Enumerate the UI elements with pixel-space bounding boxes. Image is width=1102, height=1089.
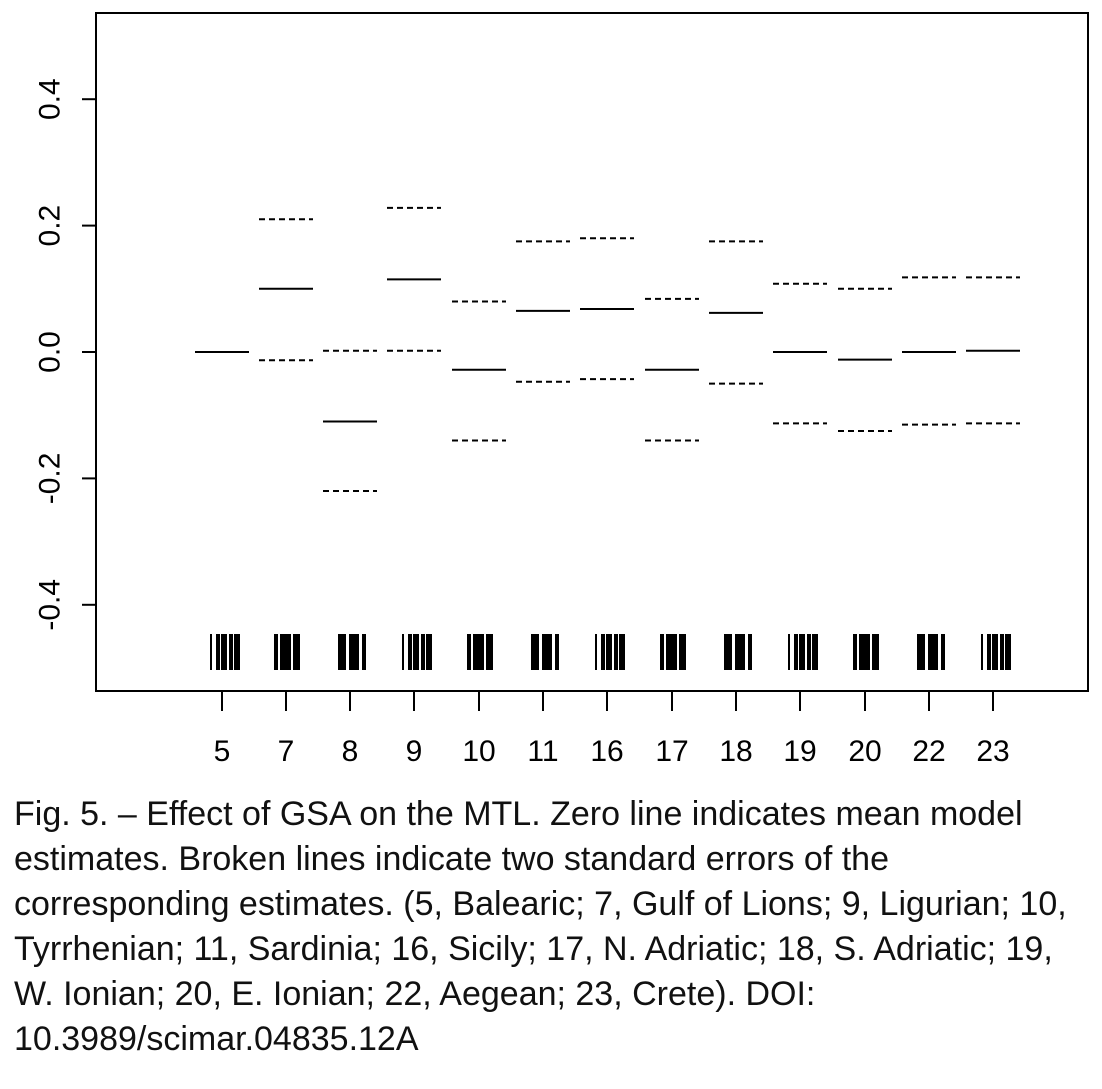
rug-tick — [679, 634, 685, 670]
rug-tick — [872, 634, 878, 670]
rug-tick — [812, 634, 818, 670]
rug-tick — [555, 634, 559, 670]
y-tick-label: -0.2 — [34, 453, 67, 505]
x-tick-label: 16 — [590, 735, 623, 768]
rug-tick — [987, 634, 991, 670]
rug-tick — [981, 634, 983, 670]
rug-tick — [491, 634, 493, 670]
rug-tick — [223, 634, 225, 670]
rug-tick — [344, 634, 346, 670]
x-tick-label: 7 — [278, 735, 295, 768]
rug-tick — [229, 634, 233, 670]
rug-tick — [480, 634, 484, 670]
rug-tick — [486, 634, 492, 670]
x-tick-label: 11 — [527, 735, 558, 768]
rug-tick — [402, 634, 404, 670]
rug-tick — [280, 634, 286, 670]
x-axis: 5 7 8 9 10 11 16 17 18 19 20 22 23 — [214, 691, 1010, 768]
rug-tick — [421, 634, 425, 670]
rug-tick — [210, 634, 212, 670]
rug-tick — [467, 634, 471, 670]
x-tick-label: 22 — [912, 735, 945, 768]
x-tick-label: 20 — [848, 735, 881, 768]
rug-tick — [274, 634, 278, 670]
rug-tick — [930, 634, 936, 670]
rug-tick — [285, 634, 287, 670]
rug-tick — [807, 634, 811, 670]
rug-tick — [936, 634, 938, 670]
rug-tick — [550, 634, 552, 670]
rug-tick — [362, 634, 366, 670]
rug-tick — [941, 634, 945, 670]
y-tick-label: -0.4 — [34, 579, 67, 631]
rug-tick — [801, 634, 803, 670]
x-tick-label: 10 — [462, 735, 495, 768]
rug-marks — [210, 634, 1011, 670]
rug-tick — [684, 634, 686, 670]
rug-tick — [216, 634, 220, 670]
rug-tick — [415, 634, 417, 670]
rug-tick — [917, 634, 923, 670]
rug-tick — [1005, 634, 1011, 670]
y-tick-label: 0.0 — [34, 331, 67, 373]
rug-tick — [544, 634, 550, 670]
rug-tick — [794, 634, 798, 670]
rug-tick — [877, 634, 879, 670]
rug-tick — [923, 634, 925, 670]
rug-tick — [473, 634, 479, 670]
rug-tick — [298, 634, 300, 670]
rug-tick — [859, 634, 865, 670]
rug-tick — [994, 634, 996, 670]
rug-tick — [601, 634, 605, 670]
rug-tick — [660, 634, 664, 670]
rug-tick — [351, 634, 357, 670]
rug-tick — [673, 634, 677, 670]
rug-tick — [595, 634, 597, 670]
x-tick-label: 5 — [214, 735, 231, 768]
rug-tick — [293, 634, 299, 670]
x-tick-label: 8 — [342, 735, 359, 768]
x-tick-label: 19 — [783, 735, 816, 768]
rug-tick — [619, 634, 625, 670]
rug-tick — [608, 634, 610, 670]
x-tick-label: 23 — [976, 735, 1009, 768]
y-tick-label: 0.2 — [34, 205, 67, 247]
rug-tick — [234, 634, 240, 670]
estimate-marks — [195, 206, 1020, 493]
rug-tick — [748, 634, 752, 670]
x-tick-label: 18 — [719, 735, 752, 768]
rug-tick — [737, 634, 743, 670]
rug-tick — [357, 634, 359, 670]
rug-tick — [788, 634, 790, 670]
rug-tick — [730, 634, 732, 670]
figure-caption: Fig. 5. – Effect of GSA on the MTL. Zero… — [14, 795, 1067, 1058]
rug-tick — [614, 634, 618, 670]
rug-tick — [671, 634, 673, 670]
rug-tick — [478, 634, 480, 670]
rug-tick — [666, 634, 672, 670]
rug-tick — [408, 634, 412, 670]
rug-tick — [866, 634, 870, 670]
rug-tick — [1000, 634, 1004, 670]
y-tick-label: 0.4 — [34, 78, 67, 120]
rug-tick — [531, 634, 537, 670]
rug-tick — [853, 634, 857, 670]
rug-tick — [864, 634, 866, 670]
rug-tick — [338, 634, 344, 670]
y-axis: -0.4 -0.2 0.0 0.2 0.4 — [34, 78, 97, 631]
rug-tick — [743, 634, 745, 670]
rug-tick — [287, 634, 291, 670]
rug-tick — [724, 634, 730, 670]
rug-tick — [537, 634, 539, 670]
rug-tick — [426, 634, 432, 670]
x-tick-label: 9 — [406, 735, 423, 768]
x-tick-label: 17 — [655, 735, 688, 768]
